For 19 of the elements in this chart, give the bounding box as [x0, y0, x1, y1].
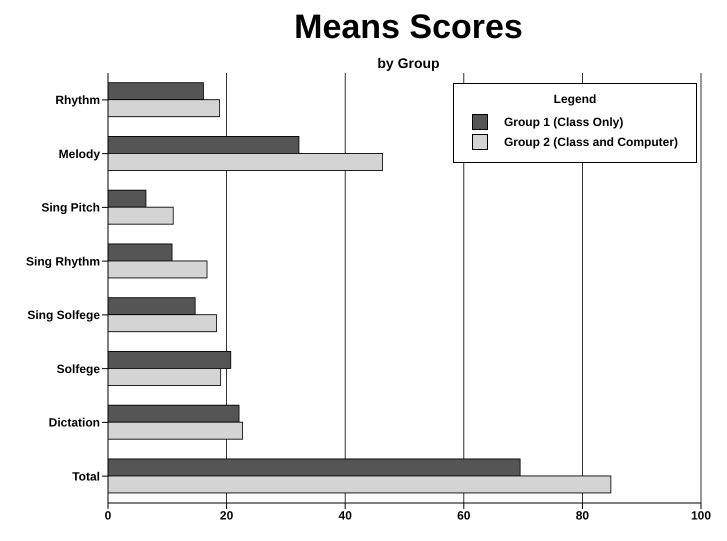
y-tick-label: Melody	[58, 146, 100, 161]
y-tick-label: Total	[72, 469, 100, 484]
x-tick-label: 0	[104, 508, 112, 523]
chart-title: Means Scores	[293, 8, 524, 47]
x-tick-label: 80	[576, 508, 590, 523]
x-tick-label: 60	[457, 508, 471, 523]
x-tick-label: 100	[690, 508, 712, 523]
legend-title: Legend	[552, 92, 598, 106]
legend-label: Group 2 (Class and Computer)	[504, 135, 678, 149]
y-tick-label: Rhythm	[55, 93, 100, 108]
y-tick-label: Solfege	[56, 362, 100, 376]
y-tick-label: Sing Solfege	[27, 308, 100, 322]
x-tick-label: 40	[338, 508, 352, 523]
y-tick-label: Sing Pitch	[41, 200, 100, 215]
y-tick-label: Dictation	[48, 416, 100, 430]
chart-subtitle: by Group	[376, 55, 441, 73]
x-tick-label: 20	[220, 508, 234, 523]
y-tick-label: Sing Rhythm	[26, 254, 100, 268]
legend-label: Group 1 (Class Only)	[504, 115, 624, 129]
